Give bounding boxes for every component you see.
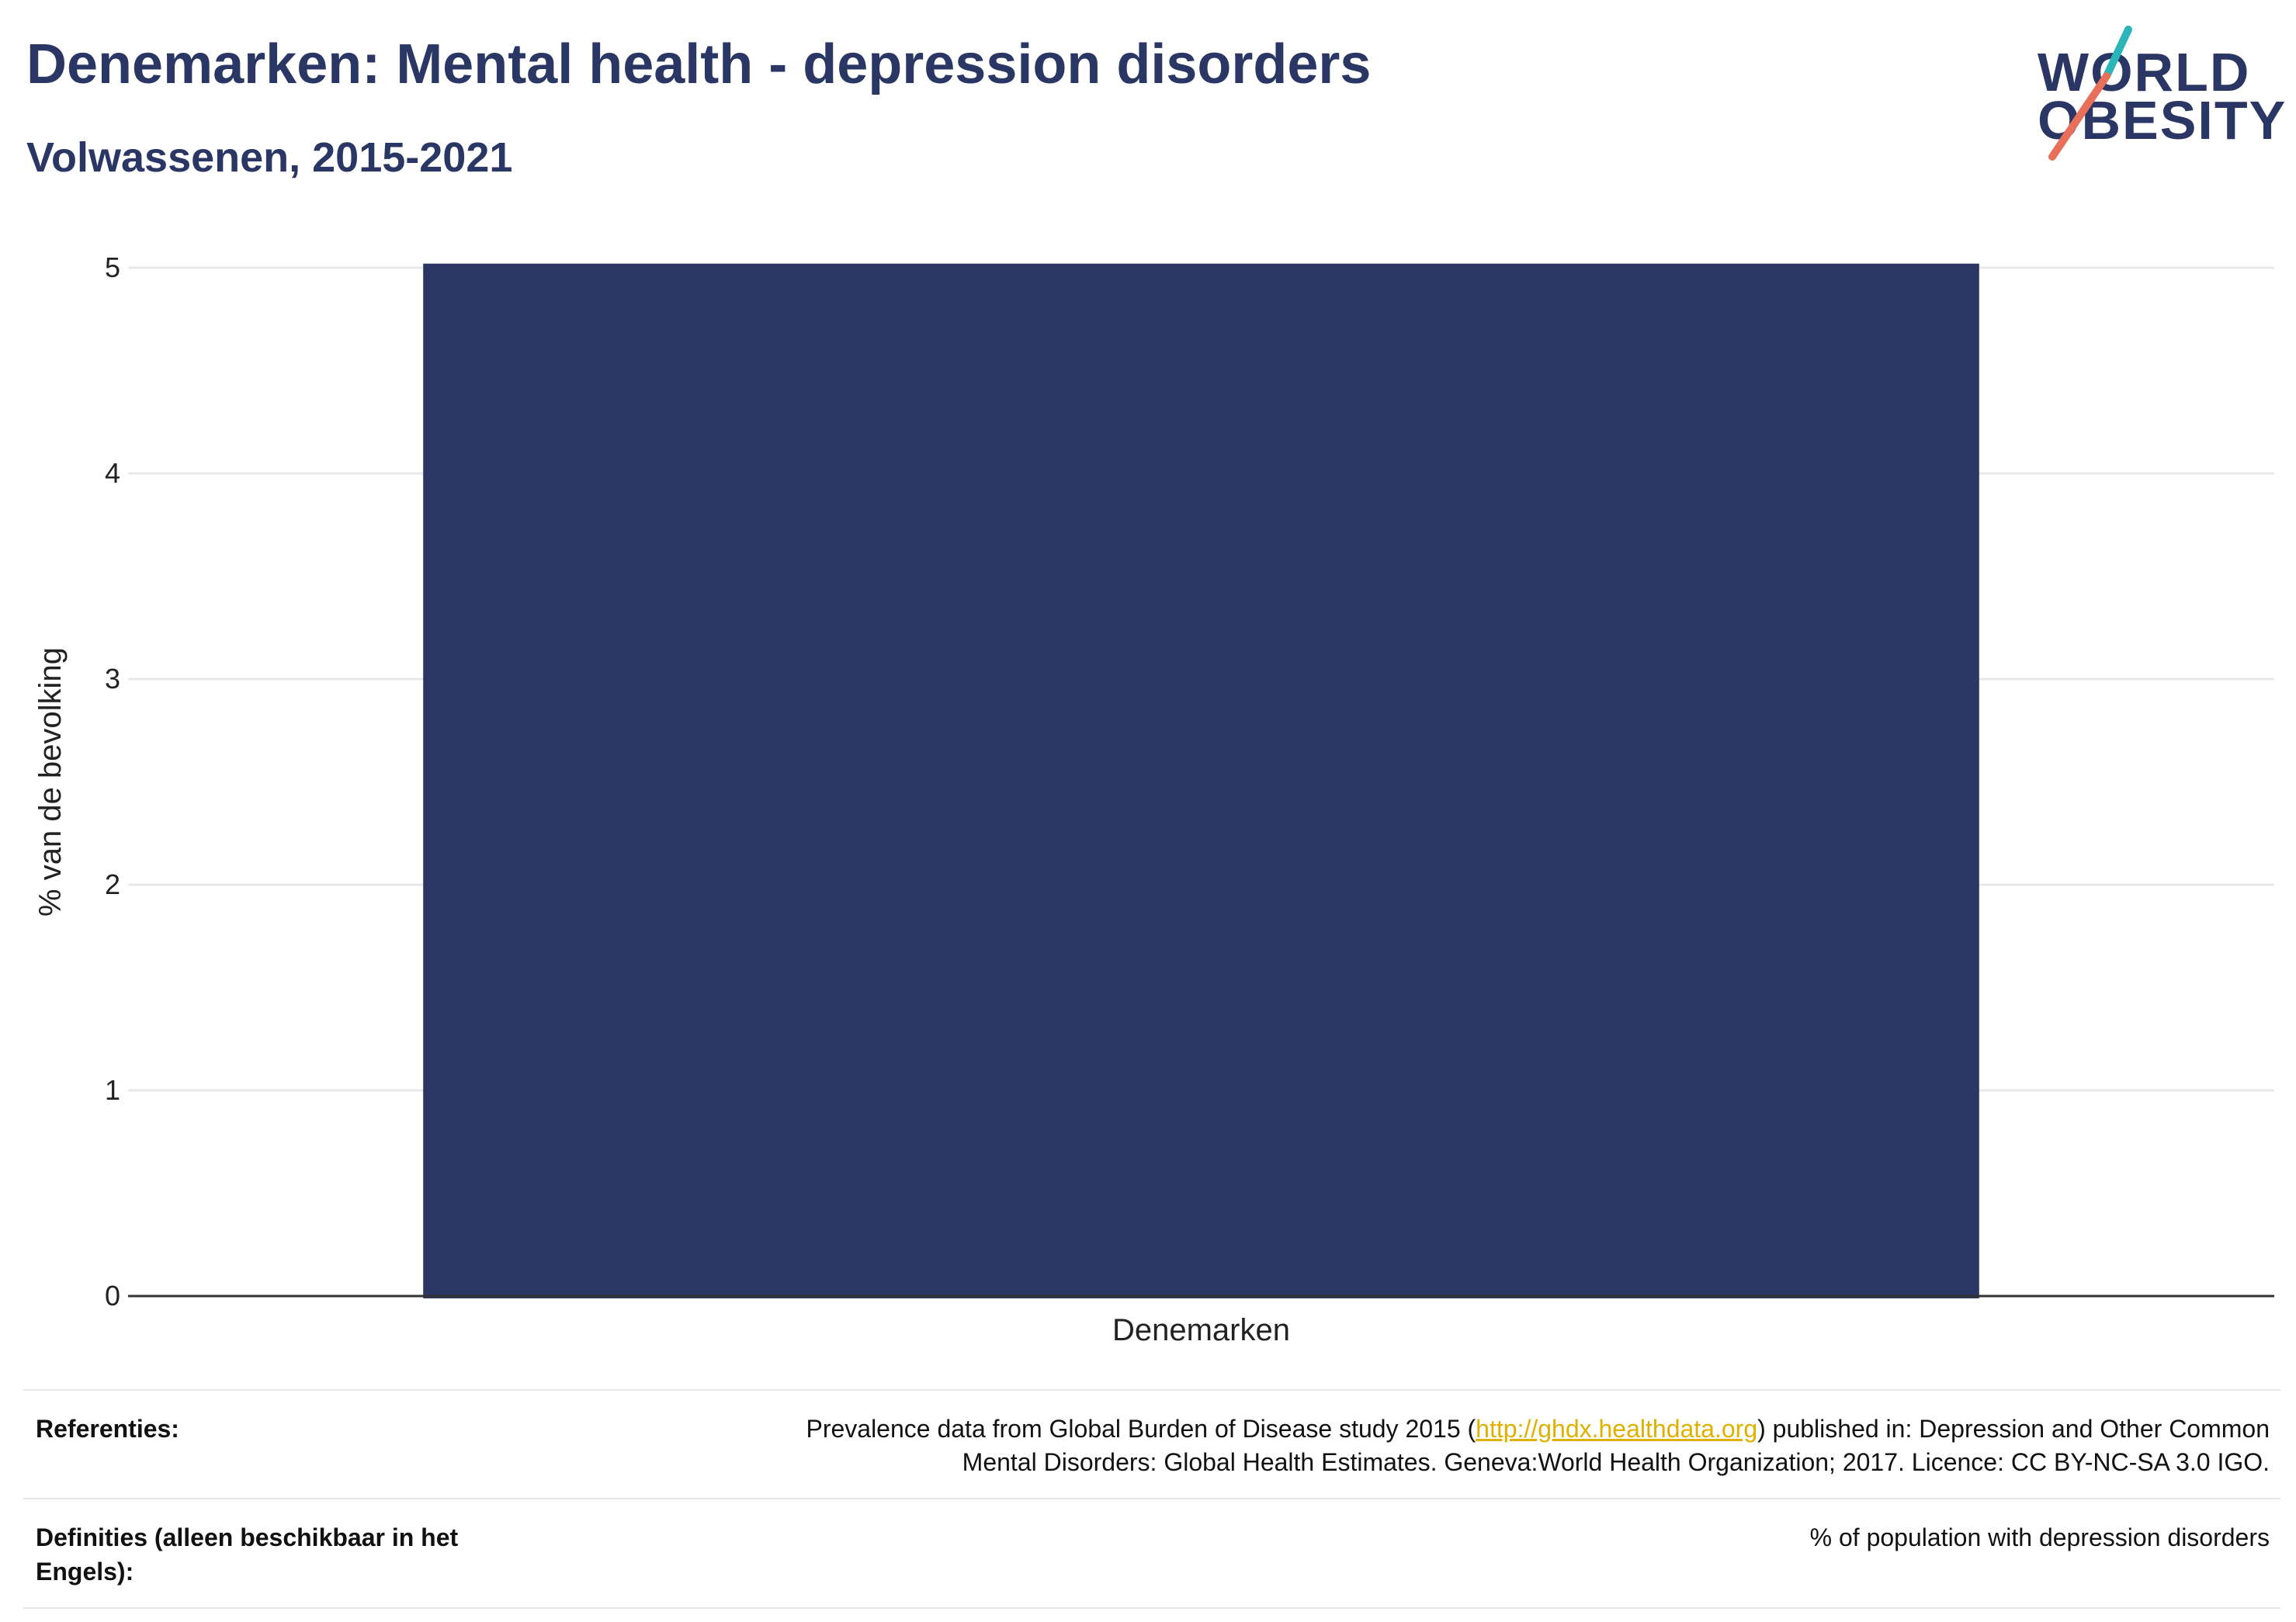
definitions-text: % of population with depression disorder…: [1809, 1523, 2270, 1552]
y-axis-title: % van de bevolking: [33, 647, 68, 917]
references-pre: Prevalence data from Global Burden of Di…: [806, 1415, 1476, 1443]
references-link[interactable]: http://ghdx.healthdata.org: [1476, 1415, 1758, 1443]
references-label: Referenties:: [36, 1415, 179, 1443]
y-tick-label: 0: [105, 1280, 120, 1312]
y-tick-label: 4: [105, 457, 120, 489]
logo-line1: WORLD: [2038, 42, 2251, 102]
definitions-label: Definities (alleen beschikbaar in het En…: [36, 1523, 459, 1586]
y-tick-label: 5: [105, 251, 120, 283]
y-tick-label: 1: [105, 1074, 120, 1106]
chart-title: Denemarken: Mental health - depression d…: [26, 33, 1372, 95]
definitions-row: Definities (alleen beschikbaar in het En…: [23, 1498, 2280, 1609]
y-tick-label: 2: [105, 868, 120, 900]
y-tick-label: 3: [105, 663, 120, 695]
x-tick-label: Denemarken: [1112, 1313, 1290, 1347]
chart-footer: Referenties: Prevalence data from Global…: [23, 1389, 2280, 1609]
chart-subtitle: Volwassenen, 2015-2021: [26, 134, 513, 181]
references-row: Referenties: Prevalence data from Global…: [23, 1389, 2280, 1498]
bar: [423, 263, 1979, 1299]
logo-slash-icon: [2048, 26, 2132, 161]
references-post: ) published in: Depression and Other Com…: [1757, 1415, 2270, 1443]
bar-chart: 0 1 2 3 4 5 % van de bevolking Denemarken: [33, 251, 2274, 1347]
references-text: Prevalence data from Global Burden of Di…: [806, 1412, 2270, 1479]
references-line2: Mental Disorders: Global Health Estimate…: [962, 1448, 2270, 1477]
